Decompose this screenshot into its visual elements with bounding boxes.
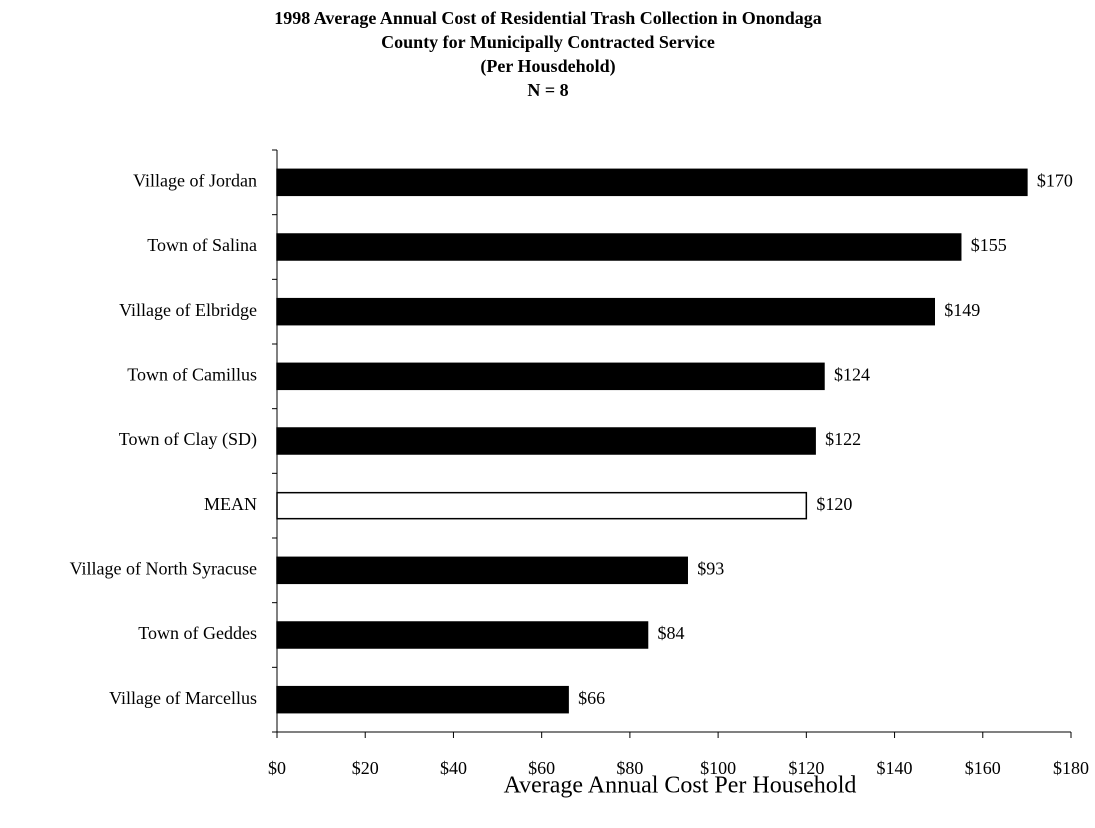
x-tick-label: $0	[268, 758, 286, 778]
chart-title: N = 8	[527, 80, 568, 100]
y-tick-label: MEAN	[204, 494, 257, 514]
x-tick-label: $160	[965, 758, 1001, 778]
y-tick-label: Village of Marcellus	[109, 688, 257, 708]
bar	[276, 685, 569, 714]
y-tick-label: Village of Jordan	[133, 170, 257, 190]
value-label: $155	[971, 235, 1007, 255]
value-label: $124	[834, 364, 870, 384]
x-tick-label: $80	[616, 758, 643, 778]
bar	[276, 297, 936, 326]
y-tick-label: Town of Camillus	[127, 364, 257, 384]
y-tick-label: Village of Elbridge	[119, 300, 257, 320]
x-tick-label: $40	[440, 758, 467, 778]
y-tick-label: Village of North Syracuse	[70, 558, 257, 578]
value-label: $122	[825, 429, 861, 449]
value-label: $66	[578, 688, 605, 708]
bar	[276, 233, 962, 261]
y-tick-label: Town of Clay (SD)	[119, 429, 257, 450]
x-tick-label: $180	[1053, 758, 1089, 778]
value-label: $120	[816, 494, 852, 514]
y-tick-label: Town of Geddes	[138, 623, 257, 643]
value-label: $84	[658, 623, 685, 643]
x-tick-label: $140	[877, 758, 913, 778]
bar	[276, 556, 688, 585]
x-tick-label: $60	[528, 758, 555, 778]
bar	[276, 427, 816, 455]
chart-title: 1998 Average Annual Cost of Residential …	[274, 8, 822, 28]
x-tick-label: $20	[352, 758, 379, 778]
chart-title: County for Municipally Contracted Servic…	[381, 32, 715, 52]
bar	[276, 491, 808, 520]
x-tick-label: $120	[788, 758, 824, 778]
chart-title: (Per Housdehold)	[480, 56, 615, 77]
bar	[276, 362, 825, 391]
value-label: $170	[1037, 170, 1073, 190]
bar	[276, 168, 1028, 197]
x-axis-label: Average Annual Cost Per Household	[504, 773, 857, 799]
bar	[276, 621, 649, 649]
value-label: $93	[697, 558, 724, 578]
value-label: $149	[944, 300, 980, 320]
y-tick-label: Town of Salina	[147, 235, 257, 255]
x-tick-label: $100	[700, 758, 736, 778]
